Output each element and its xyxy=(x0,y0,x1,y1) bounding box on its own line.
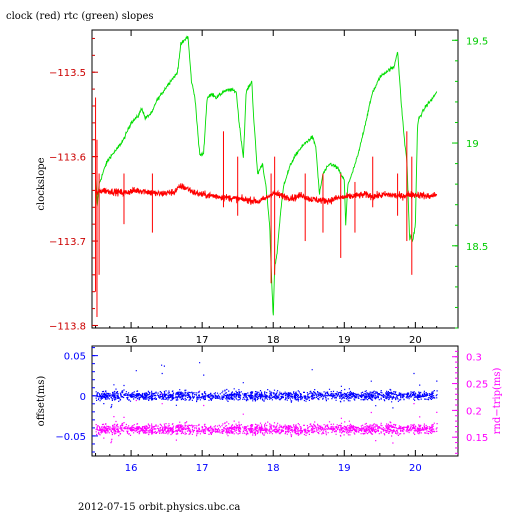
top-y-tick-label: −113.7 xyxy=(49,237,86,248)
top-y2-tick-label: 18.5 xyxy=(466,242,488,253)
top-x-tick-label: 16 xyxy=(125,335,138,346)
bottom-y2-tick-label: 0.2 xyxy=(466,406,482,417)
chart-title: clock (red) rtc (green) slopes xyxy=(6,11,154,22)
offset-points-dots xyxy=(95,362,438,409)
rtc-slope-line xyxy=(95,35,438,316)
bottom-plot-frame xyxy=(91,345,459,457)
bottom-y-tick-label: 0 xyxy=(80,392,86,403)
top-x-tick-label: 18 xyxy=(267,335,280,346)
top-plot-frame xyxy=(91,29,459,329)
top-y2-tick-label: 19.5 xyxy=(466,36,488,47)
bottom-x-tick-label: 20 xyxy=(409,463,422,474)
rndtrip-points-dots xyxy=(95,390,438,444)
top-y2-tick-label: 19 xyxy=(466,139,479,150)
clock-slope-chart: 16 17 18 19 20 −113.5 −113.6 −113.7 −113.8 19.5 19… xyxy=(36,29,488,346)
rndtrip-points xyxy=(95,390,438,444)
top-x-tick-label: 19 xyxy=(338,335,351,346)
top-y-tick-label: −113.8 xyxy=(49,321,86,332)
offset-points xyxy=(95,362,438,409)
bottom-y2-tick-label: 0.25 xyxy=(466,380,488,391)
bottom-x-tick-label: 17 xyxy=(196,463,209,474)
bottom-y2-tick-label: 0.3 xyxy=(466,353,482,364)
bottom-y-tick-label: 0.05 xyxy=(64,352,86,363)
bottom-y-axis-label: offset(ms) xyxy=(36,376,47,427)
footer-caption: 2012-07-15 orbit.physics.ubc.ca xyxy=(78,502,240,512)
offset-roundtrip-chart: 16 17 18 19 20 0.05 0 −0.05 0.3 0.25 0.2 0.15 offset… xyxy=(36,345,503,474)
bottom-x-tick-label: 18 xyxy=(267,463,280,474)
top-y-tick-label: −113.6 xyxy=(49,153,86,164)
bottom-x-tick-label: 16 xyxy=(125,463,138,474)
bottom-y2-axis-label: rnd−trip(ms) xyxy=(492,367,503,434)
top-x-tick-label: 20 xyxy=(409,335,422,346)
top-y-tick-label: −113.5 xyxy=(49,68,86,79)
top-x-tick-label: 17 xyxy=(196,335,209,346)
bottom-y-tick-label: −0.05 xyxy=(55,432,86,443)
bottom-y2-tick-label: 0.15 xyxy=(466,433,488,444)
top-y-axis-label: clockslope xyxy=(36,157,47,210)
bottom-x-tick-label: 19 xyxy=(338,463,351,474)
